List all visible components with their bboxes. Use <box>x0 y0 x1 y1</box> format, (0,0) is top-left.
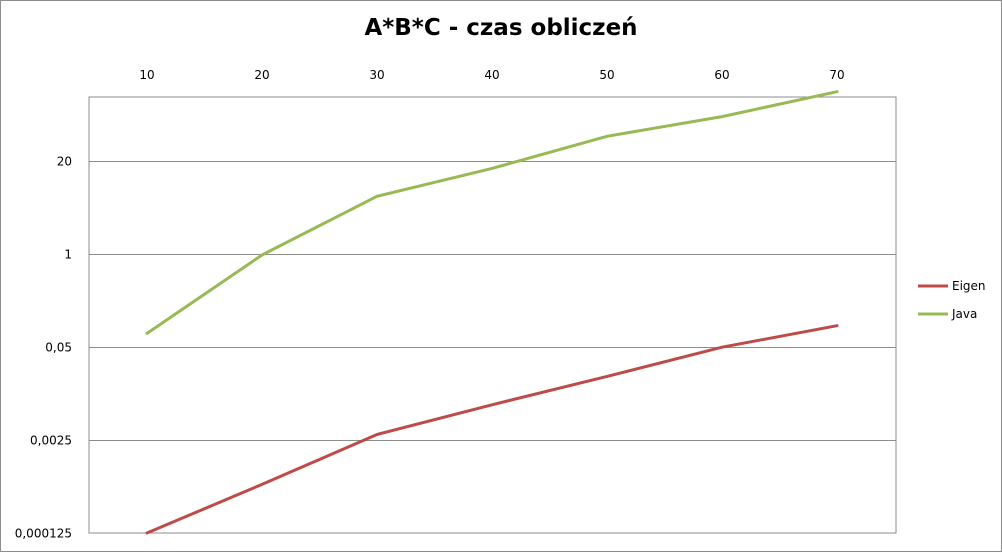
x-tick-label: 40 <box>484 68 499 82</box>
y-tick-label: 0,05 <box>45 341 72 355</box>
legend-label-eigen: Eigen <box>952 279 986 293</box>
y-tick-label: 0,000125 <box>15 527 72 541</box>
plot-area <box>88 96 897 534</box>
y-tick-label: 1 <box>64 248 72 262</box>
series-line-java <box>145 90 839 335</box>
x-tick-label: 30 <box>369 68 384 82</box>
x-tick-label: 50 <box>599 68 614 82</box>
legend-label-java: Java <box>951 307 977 321</box>
chart-title: A*B*C - czas obliczeń <box>364 15 638 41</box>
y-tick-label: 20 <box>57 155 72 169</box>
y-tick-label: 0,0025 <box>30 434 72 448</box>
series-line-eigen <box>145 324 839 535</box>
x-tick-label: 60 <box>714 68 729 82</box>
x-tick-label: 70 <box>829 68 844 82</box>
x-tick-label: 10 <box>139 68 154 82</box>
x-tick-label: 20 <box>254 68 269 82</box>
